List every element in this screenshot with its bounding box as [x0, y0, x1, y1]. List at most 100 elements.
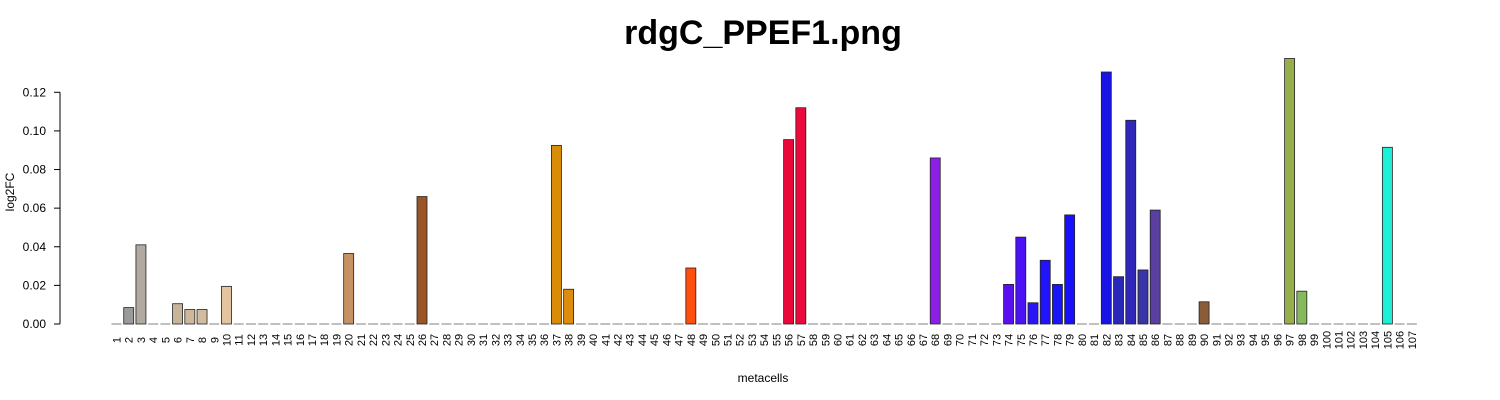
x-tick-label: 45 — [649, 334, 661, 346]
x-tick-label: 97 — [1285, 334, 1297, 346]
x-tick-label: 99 — [1309, 334, 1321, 346]
x-tick-label: 53 — [747, 334, 759, 346]
x-tick-label: 65 — [894, 334, 906, 346]
y-tick-label: 0.08 — [23, 163, 47, 177]
x-tick-label: 104 — [1370, 331, 1382, 349]
bar — [820, 323, 831, 325]
x-tick-label: 87 — [1162, 334, 1174, 346]
x-tick-label: 2 — [124, 337, 136, 343]
bar — [1003, 284, 1014, 325]
bar — [954, 323, 965, 325]
bar — [1284, 58, 1296, 325]
x-tick-label: 11 — [234, 334, 246, 345]
x-tick-label: 34 — [515, 334, 527, 346]
x-tick-label: 63 — [869, 334, 881, 346]
x-tick-label: 17 — [307, 334, 319, 346]
bar — [575, 323, 586, 325]
bar — [1027, 302, 1039, 325]
bar — [1333, 323, 1344, 325]
bar — [307, 323, 318, 325]
x-tick-label: 103 — [1358, 331, 1370, 349]
bar — [832, 323, 843, 325]
bar — [380, 323, 391, 325]
x-tick-label: 32 — [490, 334, 502, 346]
x-tick-label: 100 — [1321, 331, 1333, 349]
bar — [1149, 209, 1161, 325]
bar — [1235, 323, 1246, 325]
x-tick-label: 95 — [1260, 334, 1272, 346]
x-tick-label: 82 — [1101, 334, 1113, 346]
bar — [1345, 323, 1356, 325]
bar — [270, 323, 281, 325]
bar — [209, 323, 220, 325]
bar — [869, 323, 880, 325]
bar — [624, 323, 635, 325]
x-tick-label: 4 — [148, 337, 160, 343]
x-tick-label: 22 — [368, 334, 380, 346]
x-tick-label: 71 — [967, 334, 979, 346]
bar — [1174, 323, 1185, 325]
x-tick-label: 73 — [991, 334, 1003, 346]
x-tick-label: 96 — [1272, 334, 1284, 346]
x-tick-label: 23 — [380, 334, 392, 346]
x-tick-label: 91 — [1211, 334, 1223, 346]
bar — [966, 323, 977, 325]
bar — [808, 323, 819, 325]
y-tick-label: 0.06 — [23, 201, 47, 215]
bar — [478, 323, 489, 325]
x-tick-label: 75 — [1016, 334, 1028, 346]
bar — [343, 253, 355, 325]
x-tick-label: 18 — [319, 334, 331, 346]
bar — [710, 323, 721, 325]
bar — [502, 323, 513, 325]
x-tick-label: 36 — [539, 334, 551, 346]
bar — [661, 323, 672, 325]
x-tick-label: 49 — [698, 334, 710, 346]
bar — [893, 323, 904, 325]
bar — [1309, 323, 1320, 325]
bar — [685, 267, 697, 325]
bar — [636, 323, 647, 325]
bar — [526, 323, 537, 325]
bar — [1064, 214, 1076, 325]
y-tick-label: 0.00 — [23, 317, 47, 331]
bar — [795, 107, 807, 325]
x-tick-label: 26 — [417, 334, 429, 346]
bar — [1247, 323, 1258, 325]
bar — [1357, 323, 1368, 325]
bar — [734, 323, 745, 325]
bar — [600, 323, 611, 325]
x-tick-label: 66 — [906, 334, 918, 346]
bar — [148, 323, 159, 325]
bar — [856, 323, 867, 325]
bar — [649, 323, 660, 325]
bar — [612, 323, 623, 325]
x-tick-label: 47 — [674, 334, 686, 346]
bar — [245, 323, 256, 325]
x-tick-label: 79 — [1065, 334, 1077, 346]
bar — [453, 323, 464, 325]
x-tick-label: 16 — [295, 334, 307, 346]
bar — [1039, 259, 1051, 325]
x-tick-label: 14 — [270, 334, 282, 346]
x-tick-label: 21 — [356, 334, 368, 346]
x-tick-label: 102 — [1346, 331, 1358, 349]
x-tick-label: 92 — [1224, 334, 1236, 346]
x-tick-label: 10 — [221, 334, 233, 346]
bar — [1052, 284, 1063, 325]
bar — [319, 323, 330, 325]
bar — [563, 288, 575, 325]
bar — [184, 309, 196, 325]
bar — [881, 323, 892, 325]
x-tick-label: 89 — [1187, 334, 1199, 346]
bar — [1162, 323, 1173, 325]
x-tick-label: 42 — [613, 334, 625, 346]
bar — [539, 323, 550, 325]
bar — [1076, 323, 1087, 325]
bar — [991, 323, 1002, 325]
x-tick-label: 1 — [112, 337, 124, 343]
x-tick-label: 38 — [564, 334, 576, 346]
bar — [979, 323, 990, 325]
